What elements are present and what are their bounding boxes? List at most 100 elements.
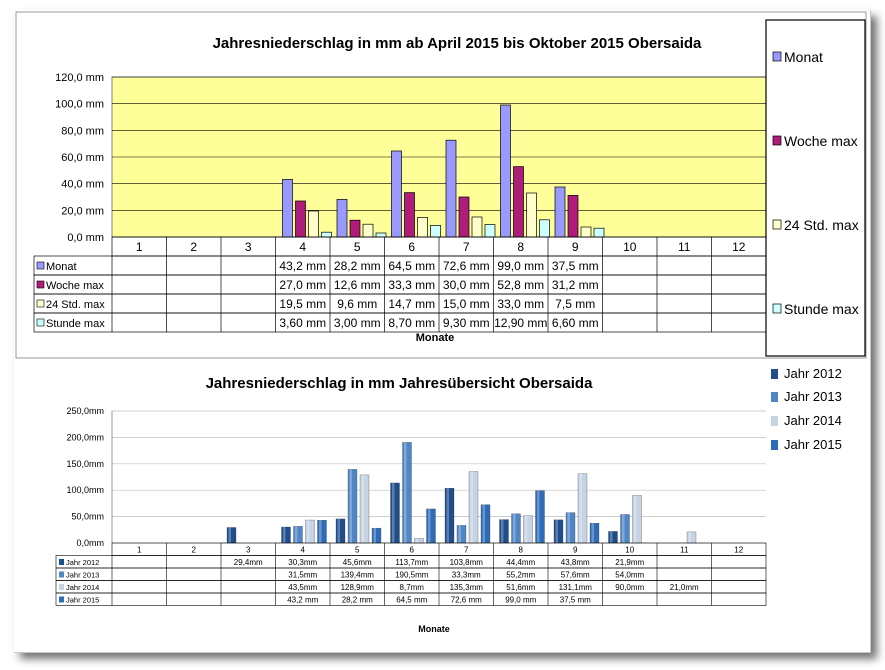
x-tick-label: 1 <box>137 546 142 555</box>
legend-key <box>36 261 45 270</box>
legend-key <box>772 303 782 314</box>
row-label: Jahr 2014 <box>66 583 99 592</box>
bar <box>511 513 521 544</box>
data-label: 190,5mm <box>395 571 429 580</box>
x-tick-label: 6 <box>410 546 415 555</box>
data-label: 15,0 mm <box>443 297 490 311</box>
data-label: 72,6 mm <box>443 259 490 273</box>
data-label: 19,5 mm <box>279 297 326 311</box>
data-label: 31,5mm <box>288 571 317 580</box>
bar <box>593 227 605 238</box>
x-tick-label: 4 <box>301 546 306 555</box>
data-label: 29,4mm <box>234 558 263 567</box>
x-tick-label: 8 <box>517 240 524 254</box>
monthly-chart: Jahresniederschlag in mm ab April 2015 b… <box>15 11 867 359</box>
bar-highlight <box>361 474 364 543</box>
bar <box>499 519 509 544</box>
data-label: 135,3mm <box>450 583 484 592</box>
bar-highlight <box>537 490 540 543</box>
legend-key <box>36 280 45 289</box>
bar <box>336 199 348 238</box>
data-label: 113,7mm <box>395 558 428 567</box>
legend-entry: Stunde max <box>784 301 859 317</box>
worksheet: Jahresniederschlag in mm ab April 2015 b… <box>14 10 871 653</box>
y-tick-label: 0,0 mm <box>67 232 104 244</box>
data-label: 139,4mm <box>341 571 375 580</box>
legend-key <box>771 392 778 402</box>
bar <box>565 512 576 544</box>
bar <box>444 488 455 544</box>
data-label: 3,60 mm <box>279 316 326 330</box>
bar <box>468 471 479 544</box>
bar <box>362 223 374 238</box>
bar <box>375 232 387 238</box>
legend-key <box>59 596 64 603</box>
data-label: 33,3 mm <box>388 278 435 292</box>
y-tick-label: 100,0 mm <box>55 99 104 111</box>
data-label: 90,0mm <box>615 583 644 592</box>
bar-highlight <box>622 514 625 543</box>
bar-highlight <box>458 525 461 543</box>
bar <box>426 508 436 544</box>
data-label: 43,2 mm <box>279 259 326 273</box>
bar <box>456 525 467 544</box>
data-label: 52,8 mm <box>497 278 544 292</box>
row-label: Jahr 2012 <box>66 558 99 567</box>
x-tick-label: 2 <box>190 240 197 254</box>
bar <box>308 210 319 238</box>
data-label: 14,7 mm <box>388 297 435 311</box>
bar-highlight <box>688 531 691 543</box>
legend-key <box>771 440 778 450</box>
chart-title: Jahresniederschlag in mm ab April 2015 b… <box>213 35 702 52</box>
bar <box>458 196 470 238</box>
data-label: 12,6 mm <box>334 278 381 292</box>
data-label: 33,0 mm <box>497 297 544 311</box>
data-label: 44,4mm <box>506 558 535 567</box>
bar <box>390 482 400 544</box>
legend-key <box>59 559 64 565</box>
row-label: Jahr 2015 <box>66 596 99 605</box>
y-tick-label: 100,0mm <box>66 485 104 495</box>
row-label: Jahr 2013 <box>66 571 99 580</box>
bar <box>417 217 428 238</box>
data-label: 9,30 mm <box>443 316 490 330</box>
bar <box>293 526 303 544</box>
data-label: 103,8mm <box>450 558 484 567</box>
x-tick-label: 9 <box>572 240 579 254</box>
bar <box>554 186 566 238</box>
data-label: 21,0mm <box>670 583 699 592</box>
bar <box>484 224 496 238</box>
bar-highlight <box>591 523 594 543</box>
row-label: 24 Std. max <box>46 299 105 311</box>
y-tick-label: 50,0mm <box>71 512 104 522</box>
bar-highlight <box>349 469 352 543</box>
bar-highlight <box>283 527 286 543</box>
row-label: Woche max <box>46 280 104 292</box>
x-tick-label: 3 <box>245 240 252 254</box>
y-tick-label: 0,0mm <box>76 538 104 548</box>
y-tick-label: 60,0 mm <box>61 152 104 164</box>
data-label: 55,2mm <box>506 571 535 580</box>
data-label: 64,5 mm <box>388 259 435 273</box>
bar-highlight <box>482 504 485 543</box>
data-label: 28,2 mm <box>334 259 381 273</box>
bar <box>513 166 524 238</box>
x-tick-label: 7 <box>463 240 470 254</box>
legend-key <box>772 135 782 146</box>
bar-highlight <box>579 473 582 543</box>
data-label: 43,8mm <box>561 558 590 567</box>
legend-key <box>772 219 782 230</box>
data-label: 43,2 mm <box>287 596 318 605</box>
table-row <box>55 592 767 606</box>
legend <box>765 19 866 357</box>
x-tick-label: 5 <box>355 546 360 555</box>
bar <box>347 469 358 544</box>
legend-key <box>771 369 778 379</box>
chart-title: Jahresniederschlag in mm Jahresübersicht… <box>206 375 593 392</box>
bar <box>349 219 361 238</box>
bar <box>539 219 550 238</box>
bar-highlight <box>501 519 504 543</box>
legend-key <box>772 51 782 62</box>
bar-highlight <box>446 488 449 543</box>
x-tick-label: 10 <box>625 546 634 555</box>
